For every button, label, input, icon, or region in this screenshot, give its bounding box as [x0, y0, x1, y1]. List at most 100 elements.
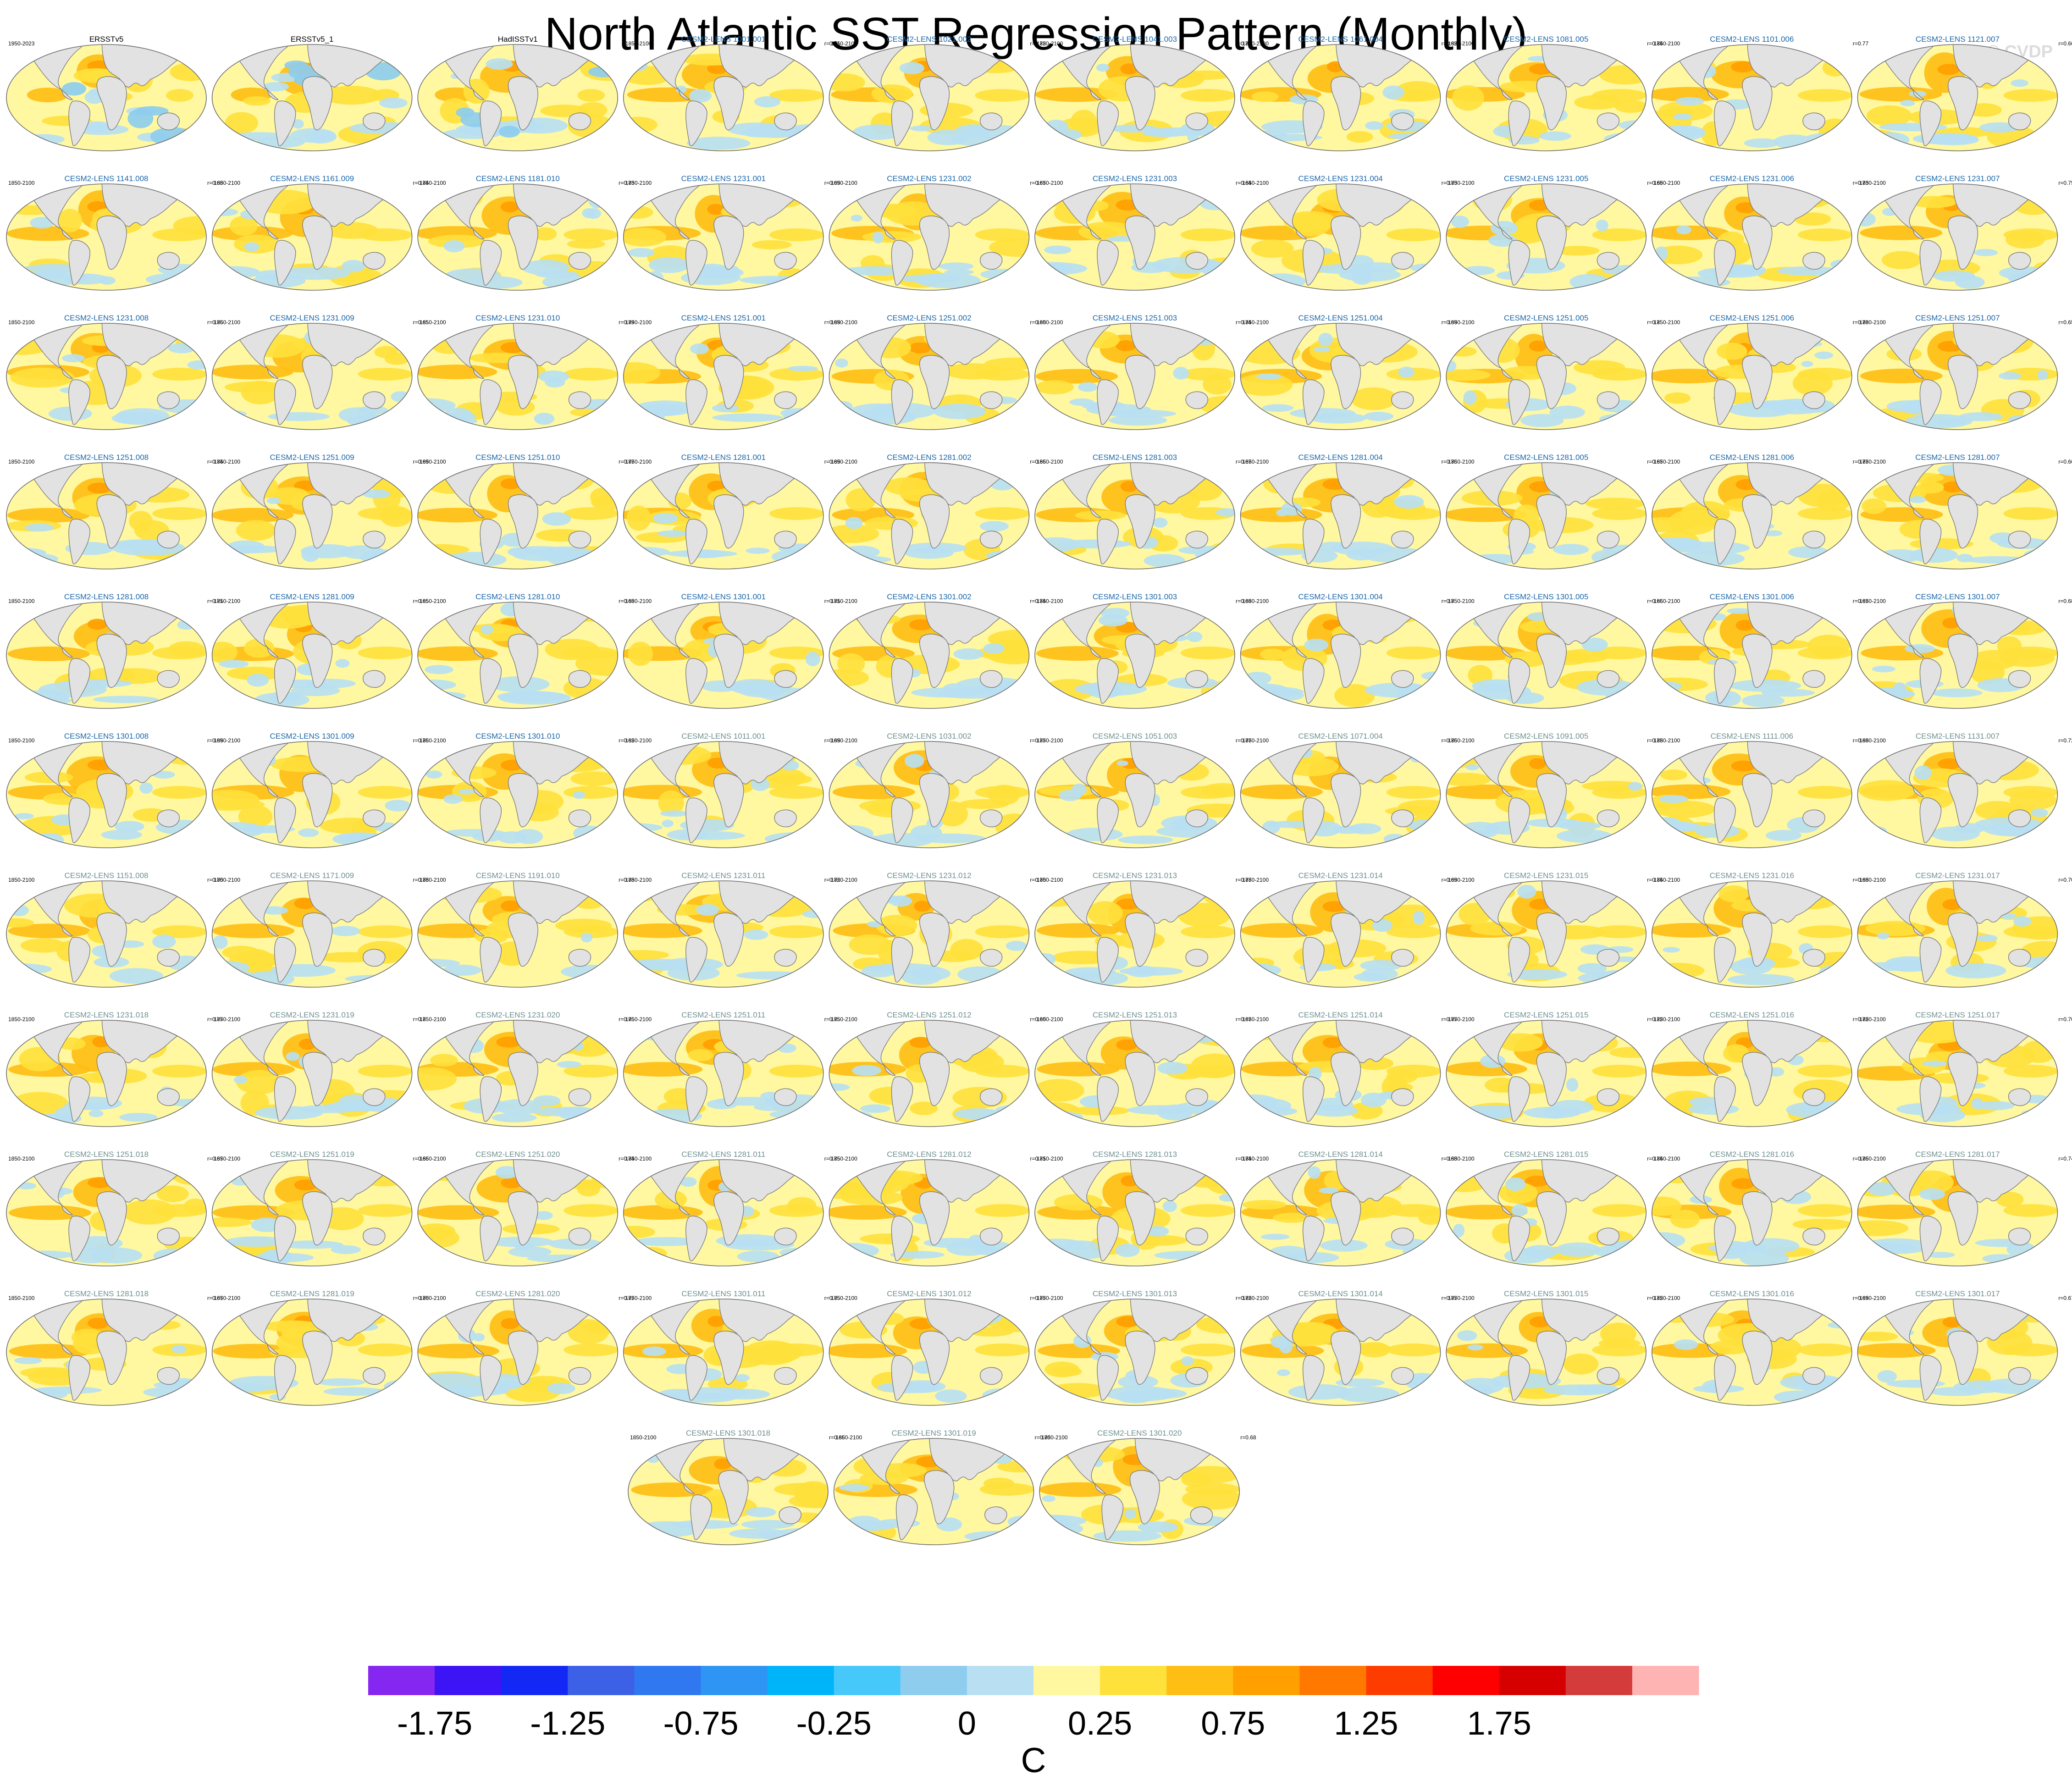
map-panel: CESM2-LENS 1281.011 1850-2100 r=0.75 — [623, 1150, 840, 1266]
panel-correlation: r=0.75 — [824, 1016, 840, 1023]
panel-period: 1850-2100 — [1448, 459, 1475, 465]
panel-period: 1850-2100 — [420, 1295, 446, 1301]
colorbar-swatch — [1166, 1666, 1233, 1695]
panel-title: CESM2-LENS 1191.010 — [476, 871, 560, 880]
colorbar-swatch — [1033, 1666, 1100, 1695]
map-panel: CESM2-LENS 1281.014 1850-2100 r=0.68 — [1240, 1150, 1458, 1266]
panel-period: 1850-2100 — [1037, 180, 1063, 186]
panel-title: CESM2-LENS 1151.008 — [64, 871, 148, 880]
panel-period: 1850-2100 — [1654, 1295, 1680, 1301]
map-panel: CESM2-LENS 1231.012 1850-2100 r=0.70 — [829, 871, 1046, 988]
panel-period: 1850-2100 — [1859, 598, 1886, 604]
panel-correlation: r=0.68 — [619, 598, 635, 604]
map-panel: CESM2-LENS 1231.004 1850-2100 r=0.73 — [1240, 174, 1458, 291]
panel-period: 1850-2100 — [1859, 1155, 1886, 1162]
panel-correlation: r=0.68 — [1853, 737, 1869, 744]
panel-title: CESM2-LENS 1231.007 — [1915, 174, 2000, 183]
panel-correlation: r=0.74 — [619, 1155, 635, 1162]
panel-period: 1850-2100 — [1654, 1155, 1680, 1162]
panel-correlation: r=0.78 — [413, 877, 429, 883]
map-panel: CESM2-LENS 1281.006 1850-2100 r=0.77 — [1652, 453, 1868, 569]
map-panel-grid: ERSSTv5 1950-2023 ERSSTv5_1 HadISSTv1 CESM2-… — [6, 35, 2072, 1545]
panel-period: 1850-2100 — [1654, 40, 1680, 47]
map-panel: CESM2-LENS 1131.007 1850-2100 r=0.72 — [1857, 732, 2072, 848]
panel-period: 1850-2100 — [214, 877, 241, 883]
panel-period: 1850-2100 — [214, 1016, 241, 1023]
map-panel: ERSSTv5_1 — [211, 35, 413, 151]
map-panel: CESM2-LENS 1281.017 1850-2100 r=0.74 — [1857, 1150, 2072, 1266]
panel-title: CESM2-LENS 1281.003 — [1093, 453, 1177, 462]
colorbar-tick-label: 1.25 — [1334, 1705, 1398, 1742]
panel-correlation: r=0.74 — [1647, 1155, 1663, 1162]
panel-title: CESM2-LENS 1281.015 — [1504, 1150, 1588, 1159]
panel-correlation: r=0.68 — [1442, 1155, 1458, 1162]
map-panel: CESM2-LENS 1251.016 1850-2100 r=0.72 — [1652, 1011, 1868, 1127]
panel-title: CESM2-LENS 1251.002 — [887, 314, 971, 322]
panel-period: 1850-2100 — [1243, 40, 1269, 47]
panel-period: 1850-2100 — [1037, 40, 1063, 47]
panel-period: 1850-2100 — [625, 319, 652, 326]
panel-correlation: r=0.73 — [1442, 180, 1458, 186]
panel-title: CESM2-LENS 1251.003 — [1093, 314, 1177, 322]
map-panel: CESM2-LENS 1151.008 1850-2100 r=0.70 — [6, 871, 223, 988]
map-panel: CESM2-LENS 1141.008 1850-2100 r=0.68 — [6, 174, 223, 291]
panel-title: ERSSTv5 — [89, 35, 124, 44]
panel-title: CESM2-LENS 1301.003 — [1093, 592, 1177, 601]
panel-correlation: r=0.65 — [413, 319, 429, 326]
panel-correlation: r=0.76 — [1442, 459, 1458, 465]
map-panel: CESM2-LENS 1281.018 1850-2100 r=0.67 — [6, 1289, 223, 1406]
panel-correlation: r=0.62 — [1442, 40, 1458, 47]
panel-title: CESM2-LENS 1281.006 — [1710, 453, 1794, 462]
map-panel: CESM2-LENS 1251.001 1850-2100 r=0.69 — [623, 314, 840, 430]
map-panel: CESM2-LENS 1281.016 1850-2100 r=0.76 — [1652, 1150, 1868, 1266]
panel-title: CESM2-LENS 1071.004 — [1298, 732, 1382, 741]
panel-correlation: r=0.68 — [1853, 877, 1869, 883]
panel-title: CESM2-LENS 1281.001 — [681, 453, 766, 462]
panel-title: CESM2-LENS 1301.008 — [64, 732, 149, 741]
map-panel: ERSSTv5 1950-2023 — [6, 35, 207, 151]
map-panel: CESM2-LENS 1121.007 r=0.66 — [1857, 35, 2072, 151]
panel-correlation: r=0.78 — [1647, 737, 1663, 744]
panel-correlation: r=0.79 — [619, 319, 635, 326]
map-panel: CESM2-LENS 1301.005 1850-2100 r=0.66 — [1446, 592, 1663, 709]
panel-title: CESM2-LENS 1301.015 — [1504, 1289, 1588, 1298]
panel-period: 1850-2100 — [1243, 1016, 1269, 1023]
map-panel: CESM2-LENS 1231.010 1850-2100 r=0.79 — [417, 314, 635, 430]
panel-title: CESM2-LENS 1301.010 — [475, 732, 560, 741]
map-panel: CESM2-LENS 1281.008 1850-2100 r=0.71 — [6, 592, 223, 709]
panel-period: 1850-2100 — [8, 737, 35, 744]
panel-correlation: r=0.70 — [1035, 1434, 1051, 1441]
panel-period: 1850-2100 — [1448, 40, 1475, 47]
panel-correlation: r=0.69 — [1853, 1295, 1869, 1301]
map-panel: CESM2-LENS 1301.006 1850-2100 r=0.67 — [1652, 592, 1868, 709]
panel-title: CESM2-LENS 1171.009 — [270, 871, 354, 880]
map-panel: CESM2-LENS 1171.009 1850-2100 r=0.78 — [211, 871, 429, 988]
panel-correlation: r=0.69 — [824, 319, 840, 326]
map-panel: CESM2-LENS 1251.017 1850-2100 r=0.70 — [1857, 1011, 2072, 1127]
panel-correlation: r=0.75 — [2058, 180, 2072, 186]
map-panel: CESM2-LENS 1301.010 1850-2100 r=0.62 — [417, 732, 635, 848]
panel-correlation: r=0.67 — [2058, 1295, 2072, 1301]
panel-period: 1850-2100 — [1654, 459, 1680, 465]
panel-correlation: r=0.70 — [413, 1295, 429, 1301]
panel-title: CESM2-LENS 1301.011 — [681, 1289, 765, 1298]
map-panel: HadISSTv1 — [417, 35, 618, 151]
map-panel: CESM2-LENS 1111.006 1850-2100 r=0.68 — [1652, 732, 1869, 848]
panel-title: CESM2-LENS 1301.013 — [1093, 1289, 1177, 1298]
panel-period: 1850-2100 — [1654, 598, 1680, 604]
panel-title: CESM2-LENS 1231.009 — [270, 314, 354, 322]
panel-correlation: r=0.67 — [1236, 1016, 1252, 1023]
colorbar-tick-label: 1.75 — [1467, 1705, 1531, 1742]
panel-title: CESM2-LENS 1231.003 — [1093, 174, 1177, 183]
panel-title: CESM2-LENS 1251.020 — [475, 1150, 560, 1159]
panel-period: 1850-2100 — [1037, 1295, 1063, 1301]
panel-correlation: r=0.74 — [413, 180, 429, 186]
map-panel: CESM2-LENS 1251.019 1850-2100 r=0.66 — [211, 1150, 429, 1266]
panel-title: CESM2-LENS 1051.003 — [1093, 732, 1177, 741]
panel-correlation: r=0.66 — [2058, 459, 2072, 465]
panel-title: CESM2-LENS 1251.013 — [1093, 1011, 1177, 1019]
panel-correlation: r=0.68 — [1647, 180, 1663, 186]
panel-title: CESM2-LENS 1081.005 — [1504, 35, 1588, 44]
panel-period: 1850-2100 — [1448, 180, 1475, 186]
panel-period: 1850-2100 — [214, 1155, 241, 1162]
